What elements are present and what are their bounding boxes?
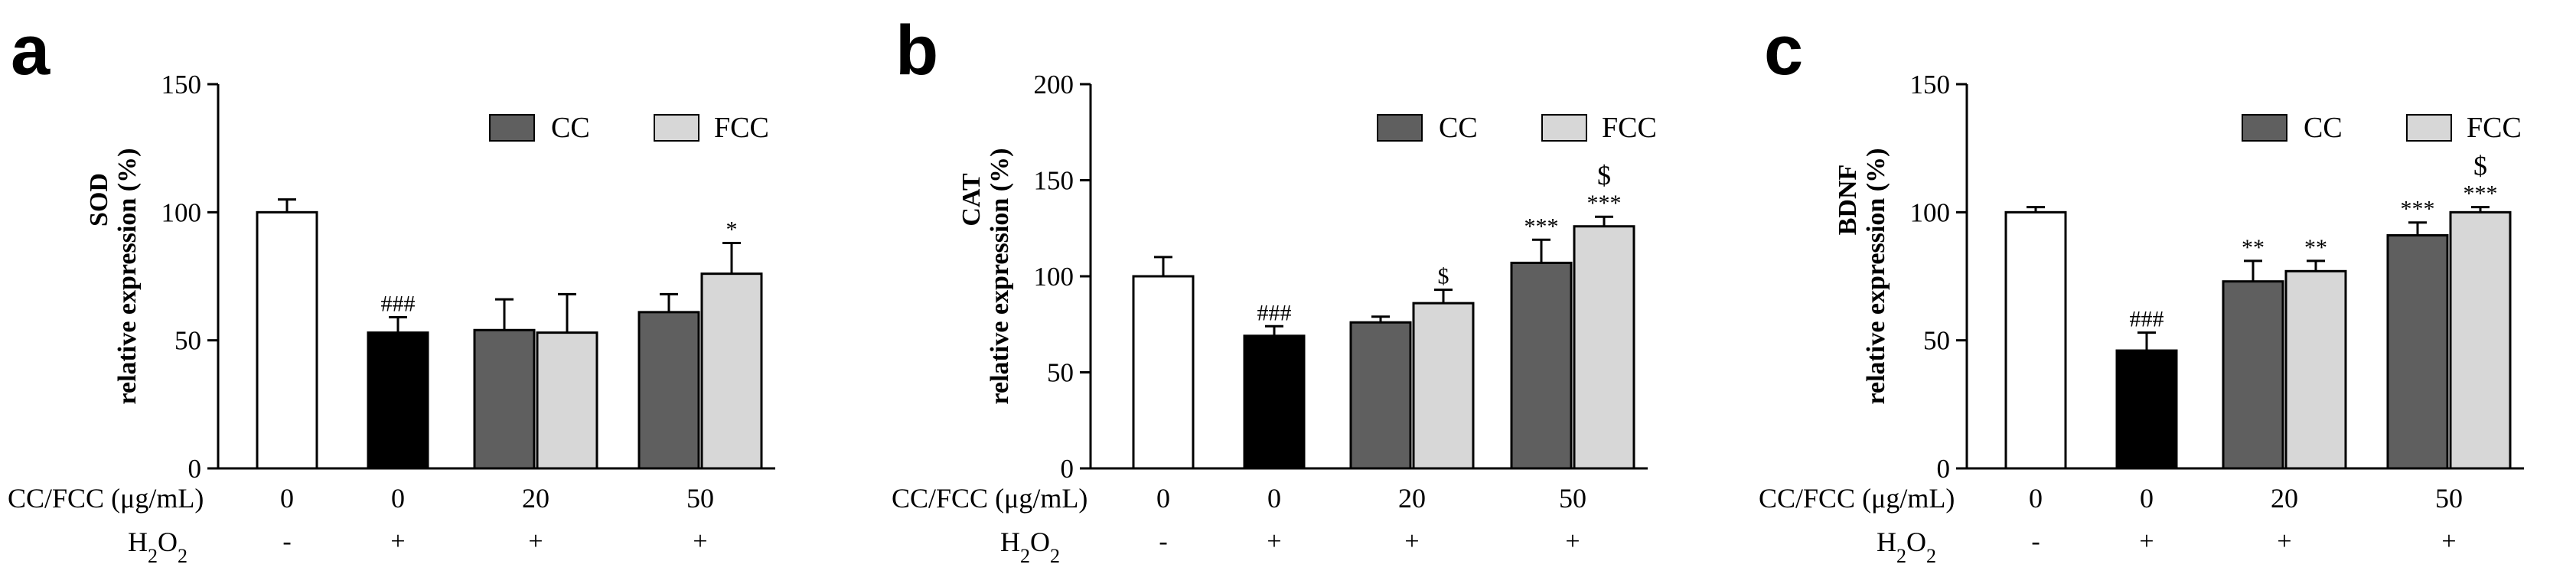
bar-h2o2	[1243, 334, 1306, 470]
dose-value: 50	[2435, 483, 2463, 514]
y-axis-title: CAT	[957, 173, 986, 227]
y-tick-label: 50	[1047, 358, 1074, 388]
y-tick-label: 100	[161, 197, 202, 227]
y-tick-label: 200	[1034, 70, 1074, 99]
y-axis-title: SOD	[85, 173, 113, 227]
dose-value: 20	[522, 483, 549, 514]
dose-value: 50	[686, 483, 714, 514]
h2o2-row-label: H2O2	[1000, 527, 1060, 567]
bar-control	[256, 210, 318, 470]
dose-row-label: CC/FCC (μg/mL)	[8, 483, 204, 514]
h2o2-value: +	[390, 527, 405, 556]
y-tick-label: 100	[1034, 262, 1074, 292]
h2o2-value: +	[2441, 527, 2456, 556]
h2o2-value: -	[1159, 527, 1167, 556]
bar-FCC	[2284, 269, 2347, 470]
significance-label: ###	[381, 292, 416, 317]
legend-swatch-fcc	[1541, 114, 1587, 142]
significance-label: ***	[1524, 214, 1559, 239]
dose-value: 0	[280, 483, 294, 514]
bar-CC	[473, 328, 536, 470]
significance-label: ###	[1257, 300, 1292, 325]
bar-h2o2	[2115, 349, 2178, 470]
panel-letter: a	[11, 11, 51, 90]
legend-swatch-fcc	[654, 114, 699, 142]
legend-label-cc: CC	[551, 112, 590, 144]
dose-value: 0	[2140, 483, 2154, 514]
y-tick-label: 0	[188, 454, 202, 484]
y-axis-subtitle: relative expression (%)	[113, 148, 142, 405]
y-tick-label: 100	[1910, 197, 1951, 227]
bar-FCC	[2449, 210, 2512, 470]
h2o2-value: +	[1565, 527, 1580, 556]
y-tick-label: 150	[1910, 70, 1951, 99]
significance-label: $	[1438, 264, 1449, 289]
panel-letter: c	[1764, 11, 1803, 90]
legend-label-fcc: FCC	[714, 112, 769, 144]
h2o2-value: +	[2139, 527, 2154, 556]
h2o2-value: +	[1267, 527, 1281, 556]
h2o2-value: +	[1404, 527, 1419, 556]
y-axis-subtitle: relative expression (%)	[986, 148, 1014, 405]
bar-FCC	[536, 331, 598, 470]
legend-swatch-fcc	[2406, 114, 2452, 142]
bar-CC	[1510, 261, 1573, 470]
bar-FCC	[700, 272, 763, 470]
dose-row-label: CC/FCC (μg/mL)	[892, 483, 1087, 514]
bar-CC	[2222, 280, 2284, 470]
h2o2-value: +	[693, 527, 707, 556]
significance-label: ***	[1587, 191, 1622, 216]
legend-label-cc: CC	[1439, 112, 1478, 144]
y-axis-title: BDNF	[1834, 165, 1862, 236]
bar-control	[1132, 275, 1195, 470]
dose-value: 50	[1559, 483, 1586, 514]
significance-label: **	[2242, 235, 2265, 260]
significance-label: ***	[2464, 181, 2498, 207]
panel-letter: b	[895, 11, 938, 90]
h2o2-value: +	[2277, 527, 2291, 556]
h2o2-row-label: H2O2	[128, 527, 187, 567]
dose-value: 0	[2029, 483, 2043, 514]
y-tick-label: 50	[174, 326, 201, 356]
bar-FCC	[1573, 225, 1635, 470]
bar-control	[2004, 210, 2067, 470]
bar-CC	[2386, 233, 2449, 470]
h2o2-value: -	[282, 527, 291, 556]
significance-label: *	[726, 217, 738, 242]
bar-CC	[637, 311, 700, 470]
y-tick-label: 150	[161, 70, 202, 99]
bar-CC	[1349, 321, 1412, 470]
dose-value: 0	[391, 483, 405, 514]
legend-swatch-cc	[1377, 114, 1423, 142]
h2o2-value: -	[2031, 527, 2040, 556]
significance-label: ###	[2130, 307, 2164, 332]
significance-label-secondary: $	[2473, 151, 2487, 181]
y-tick-label: 50	[1923, 326, 1950, 356]
y-axis-subtitle: relative expression (%)	[1862, 148, 1890, 405]
panel-a: a 0 50 100 150 SOD relative expression (%) ### *…	[8, 11, 775, 567]
legend-swatch-cc	[489, 114, 535, 142]
y-tick-label: 0	[1061, 454, 1074, 484]
panel-c: c 0 50 100 150 BDNF relative expression (%) ###…	[1759, 11, 2524, 567]
legend-label-fcc: FCC	[2467, 112, 2522, 144]
significance-label: **	[2304, 235, 2327, 260]
dose-value: 20	[2271, 483, 2298, 514]
h2o2-value: +	[528, 527, 543, 556]
dose-row-label: CC/FCC (μg/mL)	[1759, 483, 1955, 514]
y-tick-label: 150	[1034, 166, 1074, 196]
significance-label-secondary: $	[1597, 160, 1611, 191]
bar-h2o2	[367, 331, 429, 470]
dose-value: 20	[1398, 483, 1426, 514]
y-tick-label: 0	[1937, 454, 1951, 484]
legend-label-cc: CC	[2304, 112, 2343, 144]
significance-label: ***	[2401, 197, 2435, 222]
h2o2-row-label: H2O2	[1877, 527, 1936, 567]
bar-FCC	[1412, 302, 1475, 470]
legend-swatch-cc	[2242, 114, 2287, 142]
dose-value: 0	[1267, 483, 1281, 514]
legend-label-fcc: FCC	[1602, 112, 1657, 144]
dose-value: 0	[1156, 483, 1170, 514]
